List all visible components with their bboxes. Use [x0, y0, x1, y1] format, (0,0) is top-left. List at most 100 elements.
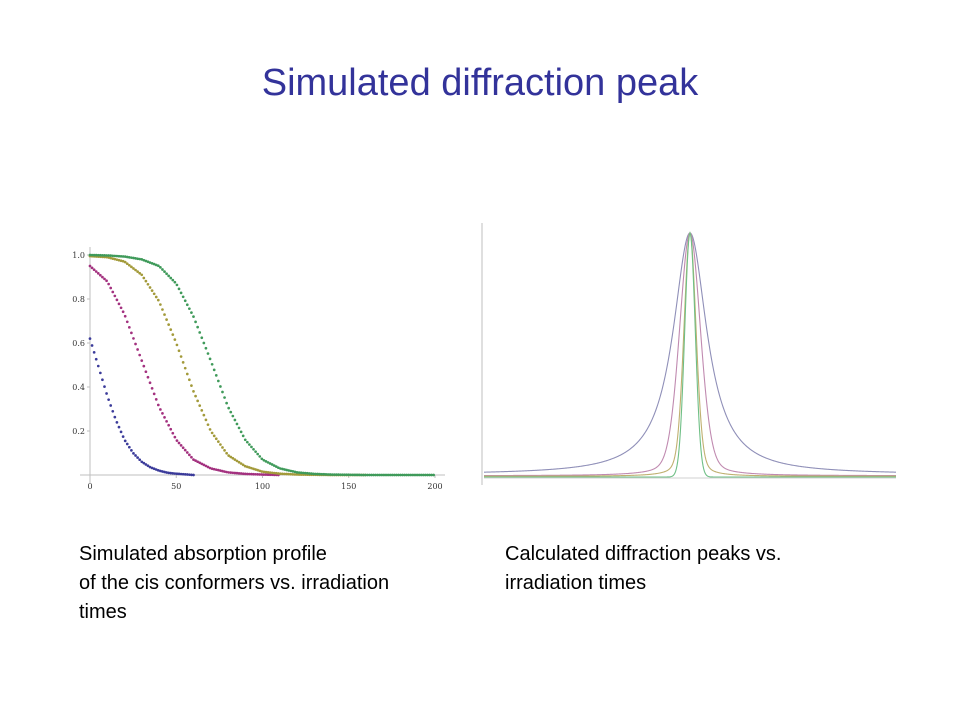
data-point	[289, 469, 293, 473]
data-point	[140, 359, 144, 362]
data-point	[202, 463, 206, 467]
data-point	[125, 255, 129, 259]
data-point	[107, 282, 110, 286]
data-point	[260, 473, 264, 476]
data-point	[105, 392, 108, 395]
data-point	[268, 471, 272, 474]
data-point	[132, 337, 135, 340]
data-point	[123, 314, 127, 318]
data-point	[103, 277, 106, 281]
data-point	[134, 454, 137, 457]
data-point	[142, 461, 146, 465]
data-point	[92, 253, 96, 257]
data-point	[401, 473, 404, 477]
data-point	[334, 473, 338, 476]
data-point	[266, 473, 270, 477]
data-point	[96, 253, 100, 257]
data-point	[237, 471, 241, 475]
data-point	[169, 276, 173, 280]
data-point	[314, 472, 317, 476]
data-point	[127, 263, 131, 267]
data-point	[161, 470, 164, 473]
data-point	[382, 473, 386, 477]
data-point	[190, 384, 193, 387]
series-1	[88, 264, 280, 477]
data-point	[386, 473, 390, 477]
data-point	[243, 438, 247, 442]
data-point	[144, 259, 148, 263]
data-point	[237, 460, 241, 464]
series-3	[88, 253, 435, 477]
data-point	[312, 472, 315, 476]
right-axes	[481, 223, 896, 485]
data-point	[388, 473, 392, 477]
data-point	[177, 287, 181, 291]
data-point	[221, 390, 224, 394]
data-point	[245, 465, 249, 469]
data-point	[372, 473, 375, 477]
data-point	[266, 470, 270, 474]
data-point	[198, 404, 202, 408]
data-point	[409, 473, 413, 477]
caption-left-line-1: Simulated absorption profile	[79, 543, 327, 565]
y-tick-label: 0.4	[72, 383, 85, 392]
data-point	[316, 472, 320, 476]
data-point	[208, 428, 212, 431]
data-point	[293, 473, 297, 476]
data-point	[99, 273, 102, 277]
data-point	[212, 368, 216, 372]
data-point	[161, 308, 164, 311]
data-point	[216, 468, 220, 472]
data-point	[150, 386, 154, 390]
data-point	[200, 336, 204, 340]
data-point	[272, 464, 276, 467]
data-point	[227, 406, 231, 410]
data-point	[111, 409, 115, 413]
data-point	[185, 451, 189, 454]
absorption-profile-chart: 0 50 100 150 200 0.2 0.4 0.6 0.8 1.0	[72, 247, 445, 491]
data-point	[159, 469, 162, 473]
data-point	[142, 276, 146, 280]
data-point	[274, 465, 278, 468]
data-point	[229, 455, 233, 459]
left-ticks: 0 50 100 150 200 0.2 0.4 0.6 0.8 1.0	[72, 251, 442, 491]
data-point	[376, 473, 380, 477]
data-point	[339, 473, 342, 477]
data-point	[295, 471, 299, 474]
data-point	[119, 254, 123, 258]
data-point	[293, 470, 297, 474]
data-point	[239, 462, 243, 465]
data-point	[237, 426, 241, 430]
data-point	[202, 413, 206, 417]
data-point	[248, 466, 251, 469]
caption-right-line-1: Calculated diffraction peaks vs.	[505, 543, 782, 565]
y-tick-label: 0.2	[72, 427, 85, 436]
data-point	[107, 254, 110, 257]
caption-left-line-3: times	[79, 601, 127, 623]
data-point	[136, 270, 139, 273]
data-point	[94, 253, 98, 257]
data-point	[245, 472, 249, 476]
data-point	[351, 473, 355, 477]
data-point	[134, 342, 137, 346]
data-point	[281, 472, 284, 476]
right-series	[483, 231, 897, 478]
data-point	[117, 302, 121, 306]
data-point	[175, 439, 179, 442]
data-point	[165, 318, 168, 321]
data-point	[328, 473, 332, 476]
data-point	[310, 472, 313, 476]
data-point	[165, 419, 168, 423]
data-point	[101, 275, 104, 279]
data-point	[252, 472, 255, 476]
y-tick-label: 0.6	[72, 339, 85, 348]
data-point	[357, 473, 361, 477]
data-point	[245, 440, 249, 444]
data-point	[152, 392, 156, 396]
data-point	[173, 280, 177, 284]
data-point	[403, 473, 406, 477]
data-point	[121, 259, 125, 263]
data-point	[173, 338, 177, 342]
data-point	[250, 472, 253, 476]
data-point	[179, 443, 183, 447]
